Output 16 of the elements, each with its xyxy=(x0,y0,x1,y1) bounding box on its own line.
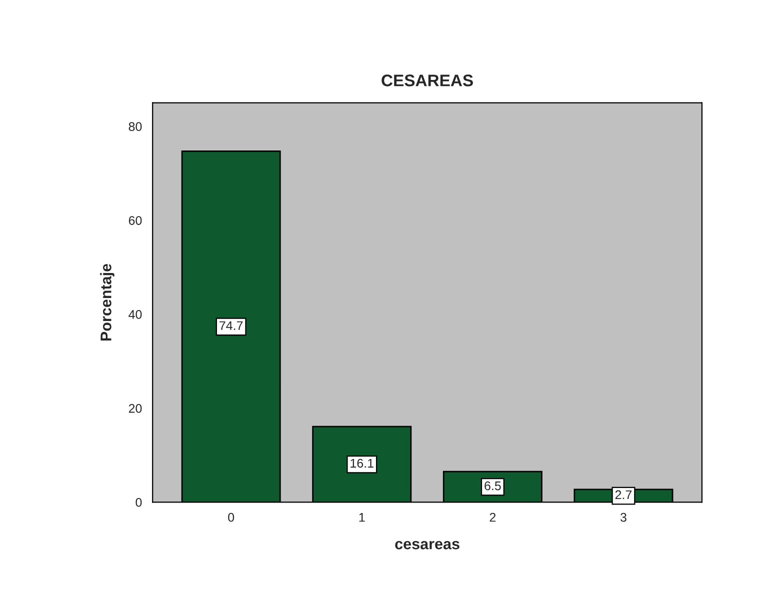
data-label: 74.7 xyxy=(220,321,243,330)
x-tick-label: 1 xyxy=(359,513,365,522)
data-label: 6.5 xyxy=(484,481,501,490)
y-tick-label: 0 xyxy=(136,498,142,507)
y-tick-label: 80 xyxy=(128,122,142,131)
y-tick-label: 40 xyxy=(128,310,142,319)
data-label: 2.7 xyxy=(615,490,632,500)
y-axis-title: Porcentaje xyxy=(100,264,114,341)
y-tick-label: 60 xyxy=(128,216,142,225)
x-tick-label: 2 xyxy=(490,512,496,522)
x-tick-label: 3 xyxy=(620,512,626,522)
data-label: 16.1 xyxy=(350,458,374,468)
chart-title: CESAREAS xyxy=(382,74,473,86)
x-tick-label: 0 xyxy=(228,512,234,522)
x-axis-title: cesareas xyxy=(395,540,460,550)
y-tick-label: 20 xyxy=(128,404,142,413)
